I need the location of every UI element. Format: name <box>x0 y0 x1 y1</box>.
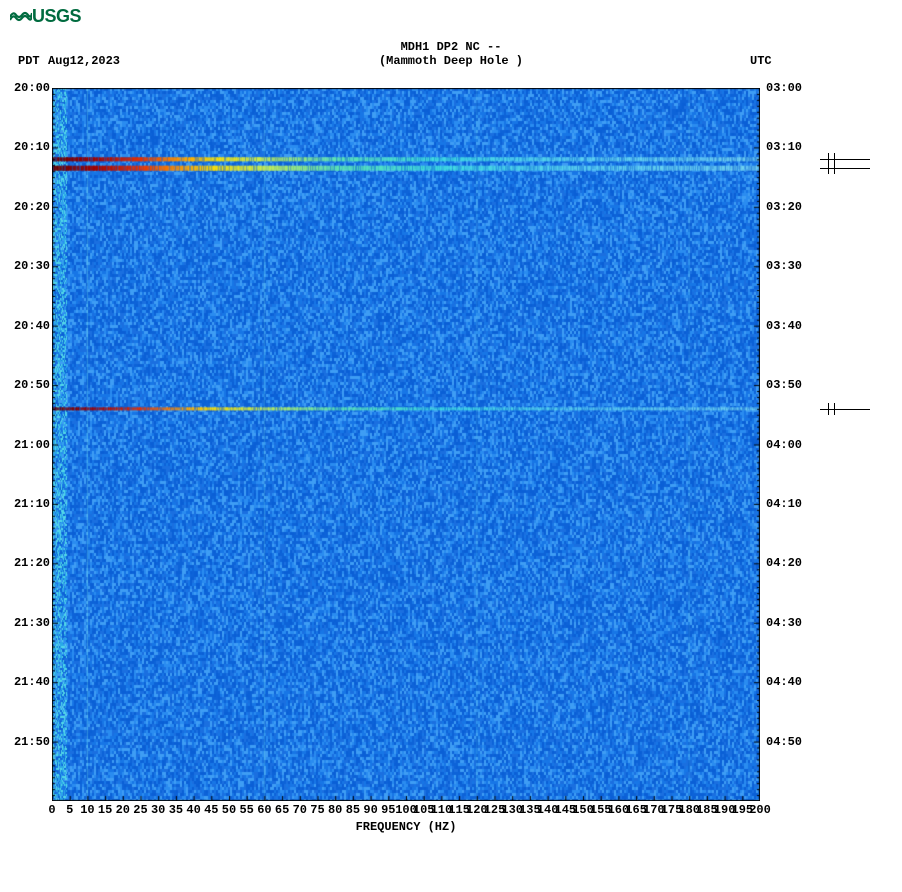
x-tick-label: 45 <box>204 803 218 817</box>
y-left-tick-label: 20:10 <box>14 140 50 154</box>
y-left-tick-label: 21:00 <box>14 438 50 452</box>
x-tick-label: 35 <box>169 803 183 817</box>
x-tick-label: 90 <box>363 803 377 817</box>
event-marks-right <box>820 88 870 801</box>
usgs-logo-text: USGS <box>32 6 81 26</box>
y-left-tick-label: 20:00 <box>14 81 50 95</box>
x-tick-label: 95 <box>381 803 395 817</box>
y-left-tick-label: 20:20 <box>14 200 50 214</box>
y-left-tick-label: 21:10 <box>14 497 50 511</box>
x-tick-label: 10 <box>80 803 94 817</box>
x-tick-label: 60 <box>257 803 271 817</box>
spectrogram-canvas <box>52 88 760 801</box>
x-tick-label: 20 <box>116 803 130 817</box>
tz-left-label: PDT <box>18 54 40 68</box>
x-tick-label: 85 <box>346 803 360 817</box>
x-tick-label: 65 <box>275 803 289 817</box>
y-right-tick-label: 03:10 <box>766 140 802 154</box>
x-tick-label: 75 <box>310 803 324 817</box>
y-right-tick-label: 03:40 <box>766 319 802 333</box>
event-mark-tick <box>834 403 835 415</box>
x-tick-label: 0 <box>48 803 55 817</box>
y-left-tick-label: 20:30 <box>14 259 50 273</box>
y-left-tick-label: 20:40 <box>14 319 50 333</box>
y-right-tick-label: 03:50 <box>766 378 802 392</box>
y-left-tick-label: 21:50 <box>14 735 50 749</box>
date-label: Aug12,2023 <box>48 54 120 68</box>
x-tick-label: 50 <box>222 803 236 817</box>
y-right-tick-label: 04:20 <box>766 556 802 570</box>
spectrogram-plot <box>52 88 760 801</box>
x-tick-label: 200 <box>749 803 771 817</box>
y-right-tick-label: 03:20 <box>766 200 802 214</box>
x-tick-label: 40 <box>186 803 200 817</box>
usgs-logo: USGS <box>10 6 81 27</box>
y-left-tick-label: 21:40 <box>14 675 50 689</box>
tz-right-label: UTC <box>750 54 772 68</box>
usgs-wave-icon <box>10 8 32 22</box>
y-left-tick-label: 21:20 <box>14 556 50 570</box>
x-tick-label: 15 <box>98 803 112 817</box>
y-left-tick-label: 21:30 <box>14 616 50 630</box>
x-tick-label: 80 <box>328 803 342 817</box>
x-tick-label: 70 <box>293 803 307 817</box>
x-tick-label: 5 <box>66 803 73 817</box>
x-axis-title: FREQUENCY (HZ) <box>52 820 760 834</box>
event-mark-tick <box>834 162 835 174</box>
y-right-tick-label: 03:30 <box>766 259 802 273</box>
title-line1: MDH1 DP2 NC -- <box>0 40 902 54</box>
y-right-tick-label: 04:40 <box>766 675 802 689</box>
x-tick-label: 25 <box>133 803 147 817</box>
event-mark-tick <box>828 403 829 415</box>
y-right-tick-label: 04:00 <box>766 438 802 452</box>
y-left-tick-label: 20:50 <box>14 378 50 392</box>
y-right-tick-label: 03:00 <box>766 81 802 95</box>
x-tick-label: 55 <box>239 803 253 817</box>
x-tick-label: 30 <box>151 803 165 817</box>
y-right-tick-label: 04:10 <box>766 497 802 511</box>
y-right-tick-label: 04:50 <box>766 735 802 749</box>
event-mark-tick <box>828 162 829 174</box>
y-right-tick-label: 04:30 <box>766 616 802 630</box>
